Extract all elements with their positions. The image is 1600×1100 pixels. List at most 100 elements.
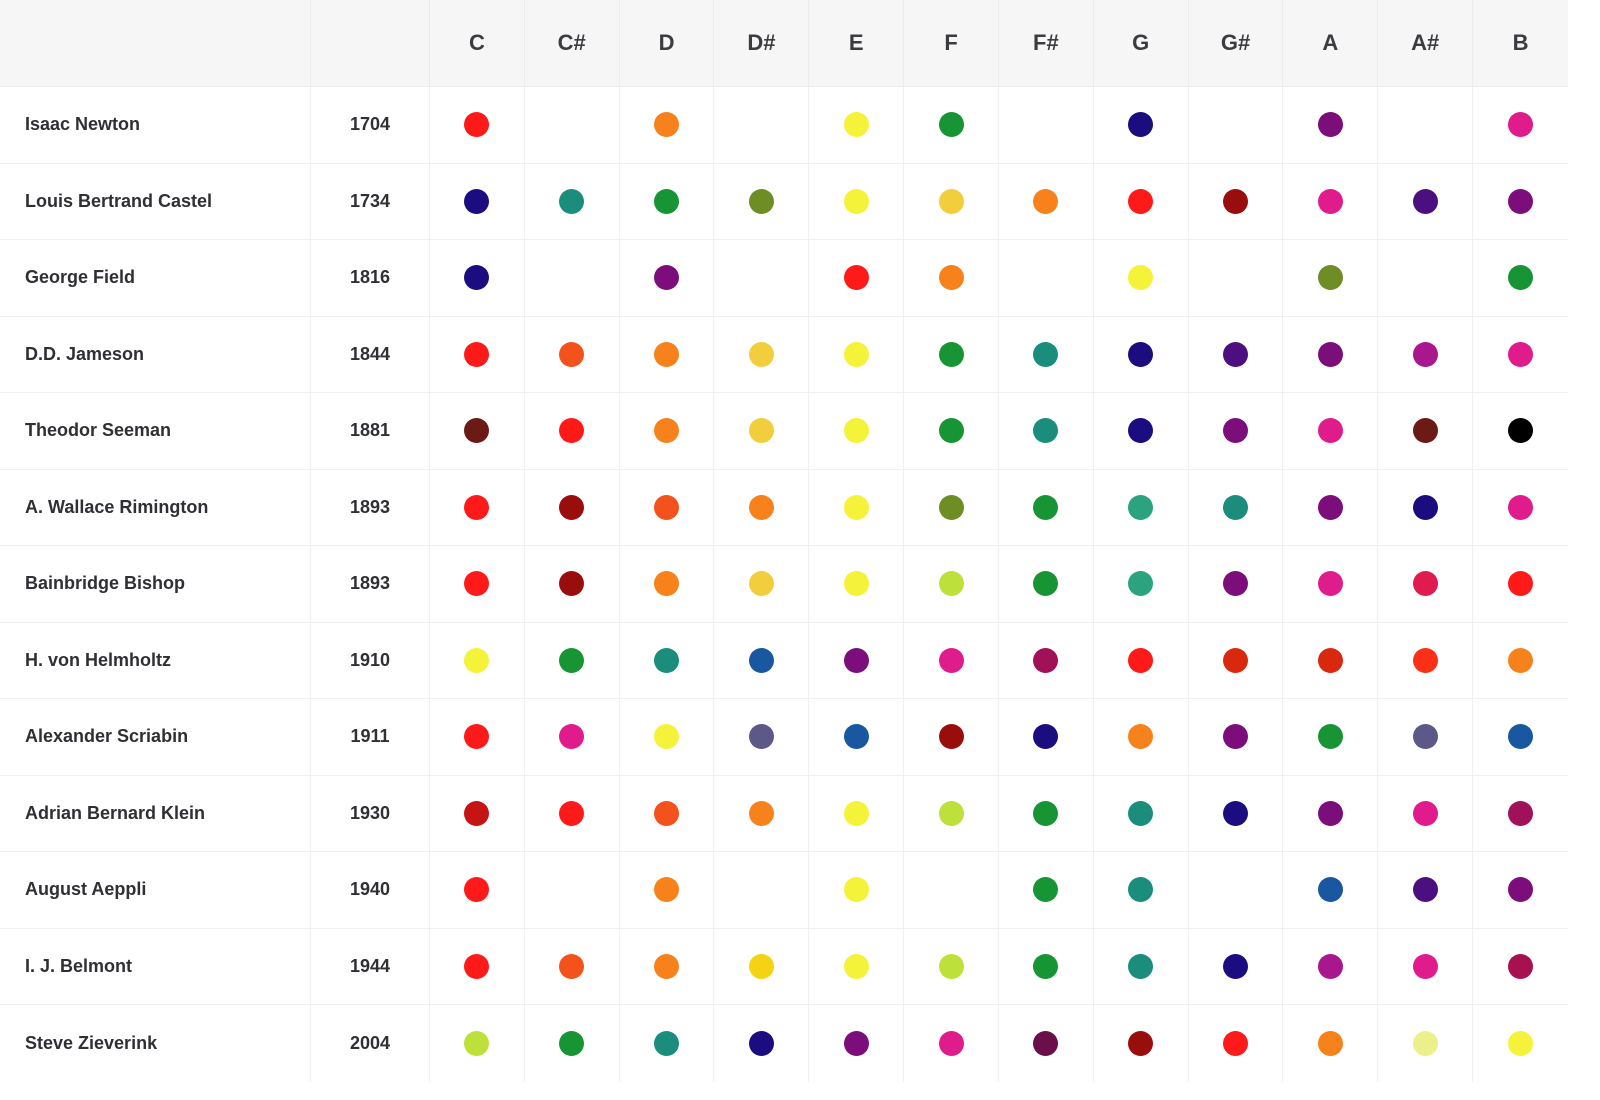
note-cell xyxy=(999,393,1094,469)
color-dot xyxy=(843,800,869,826)
color-dot xyxy=(1317,647,1343,673)
year: 1704 xyxy=(311,87,430,163)
note-cell xyxy=(809,87,905,163)
year: 1940 xyxy=(311,852,430,928)
note-cell xyxy=(999,240,1094,316)
color-dot xyxy=(559,188,585,214)
note-cell xyxy=(430,1005,525,1082)
note-cell xyxy=(620,469,715,545)
note-cell xyxy=(1378,775,1474,851)
table-row: A. Wallace Rimington 1893 xyxy=(0,469,1568,546)
color-dot xyxy=(1508,800,1534,826)
color-dot xyxy=(1128,724,1154,750)
color-dot xyxy=(464,877,490,903)
note-cell xyxy=(525,1005,620,1082)
note-cell xyxy=(809,469,905,545)
year: 1944 xyxy=(311,928,430,1004)
color-dot xyxy=(843,418,869,444)
note-cell xyxy=(714,852,810,928)
color-dot xyxy=(1033,571,1059,597)
person-name: Adrian Bernard Klein xyxy=(0,775,311,851)
table-row: D.D. Jameson 1844 xyxy=(0,316,1568,393)
year: 1893 xyxy=(311,469,430,545)
note-cell xyxy=(430,240,525,316)
color-dot xyxy=(1223,800,1249,826)
color-dot xyxy=(1223,341,1249,367)
color-dot xyxy=(1128,953,1154,979)
color-dot xyxy=(559,494,585,520)
year: 1911 xyxy=(311,699,430,775)
note-cell xyxy=(430,622,525,698)
color-dot xyxy=(464,647,490,673)
note-cell xyxy=(1378,622,1474,698)
note-cell xyxy=(1378,546,1474,622)
year: 1910 xyxy=(311,622,430,698)
color-dot xyxy=(464,724,490,750)
note-cell xyxy=(1189,87,1284,163)
note-cell xyxy=(1094,316,1189,392)
note-cell xyxy=(1283,546,1379,622)
color-dot xyxy=(1128,494,1154,520)
table-header-row: C C# D D# E F F# G G# A A# B xyxy=(0,0,1568,87)
person-name: Alexander Scriabin xyxy=(0,699,311,775)
table-row: August Aeppli 1940 xyxy=(0,852,1568,929)
table-row: Louis Bertrand Castel 1734 xyxy=(0,163,1568,240)
person-name: Louis Bertrand Castel xyxy=(0,163,311,239)
note-cell xyxy=(525,163,620,239)
note-cell xyxy=(904,316,999,392)
color-dot xyxy=(1508,877,1534,903)
table-row: Alexander Scriabin 1911 xyxy=(0,699,1568,776)
note-cell xyxy=(620,775,715,851)
note-cell xyxy=(620,87,715,163)
color-dot xyxy=(1223,724,1249,750)
color-dot xyxy=(464,494,490,520)
color-dot xyxy=(654,494,680,520)
color-dot xyxy=(1508,112,1534,138)
header-note-a-sharp: A# xyxy=(1378,0,1474,86)
color-dot xyxy=(1128,571,1154,597)
note-cell xyxy=(1094,469,1189,545)
color-dot xyxy=(938,112,964,138)
color-dot xyxy=(1033,188,1059,214)
color-dot xyxy=(1128,1030,1154,1056)
year: 1930 xyxy=(311,775,430,851)
color-dot xyxy=(559,724,585,750)
note-cell xyxy=(809,852,905,928)
note-cell xyxy=(1189,469,1284,545)
note-cell xyxy=(1094,163,1189,239)
note-cell xyxy=(999,852,1094,928)
person-name: H. von Helmholtz xyxy=(0,622,311,698)
note-cell xyxy=(999,775,1094,851)
note-cell xyxy=(525,316,620,392)
color-dot xyxy=(1317,188,1343,214)
note-cell xyxy=(620,316,715,392)
color-dot xyxy=(748,418,774,444)
note-cell xyxy=(1094,393,1189,469)
note-cell xyxy=(809,928,905,1004)
color-dot xyxy=(843,724,869,750)
color-dot xyxy=(1508,494,1534,520)
note-cell xyxy=(1094,1005,1189,1082)
color-dot xyxy=(748,800,774,826)
color-dot xyxy=(654,800,680,826)
note-cell xyxy=(904,163,999,239)
header-year-cell xyxy=(311,0,430,86)
note-cell xyxy=(430,699,525,775)
color-dot xyxy=(1033,800,1059,826)
note-cell xyxy=(1378,852,1474,928)
header-note-g-sharp: G# xyxy=(1189,0,1284,86)
note-cell xyxy=(714,546,810,622)
color-dot xyxy=(1508,418,1534,444)
color-dot xyxy=(843,341,869,367)
note-cell xyxy=(1189,546,1284,622)
note-cell xyxy=(1378,1005,1474,1082)
note-cell xyxy=(1189,622,1284,698)
note-cell xyxy=(999,87,1094,163)
color-dot xyxy=(559,800,585,826)
color-dot xyxy=(1317,265,1343,291)
color-dot xyxy=(1317,953,1343,979)
note-cell xyxy=(714,393,810,469)
note-cell xyxy=(1473,852,1568,928)
year: 1844 xyxy=(311,316,430,392)
person-name: August Aeppli xyxy=(0,852,311,928)
